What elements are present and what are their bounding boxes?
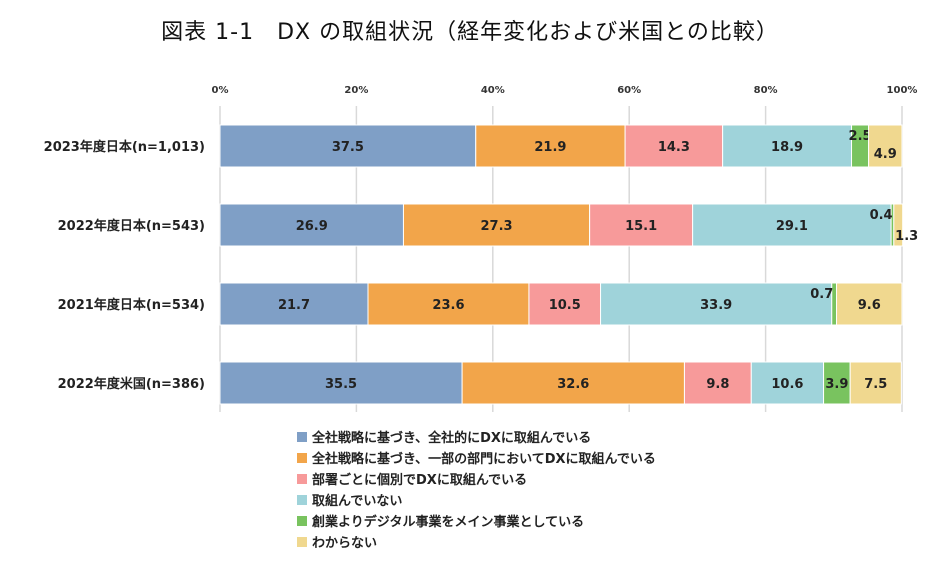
- bar-segment: [893, 203, 904, 247]
- bar-segment: [461, 361, 685, 405]
- legend-label: 全社戦略に基づき、全社的にDXに取組んでいる: [312, 431, 592, 446]
- data-label: 33.9: [700, 298, 732, 313]
- bar-segment: [849, 361, 902, 405]
- bar-segment: [219, 361, 463, 405]
- legend-swatch: [297, 536, 307, 547]
- legend-swatch: [297, 494, 307, 505]
- x-tick-label: 100%: [887, 85, 918, 96]
- y-tick-label: 2023年度日本(n=1,013): [44, 139, 205, 155]
- x-tick-label: 20%: [344, 85, 368, 96]
- bar-segment: [722, 124, 853, 168]
- data-label: 9.6: [858, 298, 881, 313]
- data-label: 1.3: [895, 229, 918, 244]
- bar-segment: [528, 282, 602, 326]
- x-tick-label: 0%: [212, 85, 229, 96]
- data-label: 27.3: [481, 219, 513, 234]
- data-label: 0.4: [870, 208, 893, 223]
- x-tick-label: 80%: [754, 85, 778, 96]
- bar-segment: [402, 203, 591, 247]
- data-label: 37.5: [332, 140, 364, 155]
- bar-segment: [836, 282, 903, 326]
- bar-segment: [475, 124, 626, 168]
- data-label: 18.9: [771, 140, 803, 155]
- data-label: 26.9: [296, 219, 328, 234]
- bar-segment: [367, 282, 530, 326]
- legend-item: 全社戦略に基づき、一部の部門においてDXに取組んでいる: [297, 447, 656, 468]
- legend-label: わからない: [312, 536, 378, 551]
- data-label: 21.7: [278, 298, 310, 313]
- legend-label: 取組んでいない: [312, 494, 403, 509]
- legend-item: わからない: [297, 531, 656, 552]
- data-label: 35.5: [325, 377, 357, 392]
- data-label: 3.9: [825, 377, 848, 392]
- data-label: 32.6: [557, 377, 589, 392]
- bar-segment: [589, 203, 694, 247]
- legend-swatch: [297, 515, 307, 526]
- legend-swatch: [297, 431, 307, 442]
- data-label: 4.9: [874, 147, 897, 162]
- legend-item: 創業よりデジタル事業をメイン事業としている: [297, 510, 656, 531]
- y-tick-label: 2022年度米国(n=386): [58, 376, 205, 392]
- data-label: 29.1: [776, 219, 808, 234]
- legend-item: 部署ごとに個別でDXに取組んでいる: [297, 468, 656, 489]
- bar-segment: [219, 203, 404, 247]
- legend-label: 創業よりデジタル事業をメイン事業としている: [312, 515, 585, 530]
- legend: 全社戦略に基づき、全社的にDXに取組んでいる全社戦略に基づき、一部の部門において…: [297, 426, 656, 552]
- data-label: 9.8: [706, 377, 729, 392]
- x-tick-label: 40%: [481, 85, 505, 96]
- bar-segment: [823, 361, 851, 405]
- y-tick-label: 2022年度日本(n=543): [58, 218, 205, 234]
- data-label: 10.6: [771, 377, 803, 392]
- x-tick-label: 60%: [617, 85, 641, 96]
- data-label: 15.1: [625, 219, 657, 234]
- data-label: 2.5: [849, 129, 872, 144]
- data-label: 21.9: [534, 140, 566, 155]
- bar-segment: [219, 282, 369, 326]
- legend-swatch: [297, 452, 307, 463]
- bar-segment: [692, 203, 892, 247]
- legend-item: 全社戦略に基づき、全社的にDXに取組んでいる: [297, 426, 656, 447]
- data-label: 14.3: [658, 140, 690, 155]
- legend-swatch: [297, 473, 307, 484]
- bar-segment: [683, 361, 752, 405]
- y-tick-label: 2021年度日本(n=534): [58, 297, 205, 313]
- data-label: 10.5: [549, 298, 581, 313]
- legend-item: 取組んでいない: [297, 489, 656, 510]
- legend-label: 部署ごとに個別でDXに取組んでいる: [312, 473, 528, 488]
- bar-segment: [624, 124, 724, 168]
- bar-segment: [219, 124, 477, 168]
- chart-title: 図表 1-1 DX の取組状況（経年変化および米国との比較）: [161, 20, 779, 45]
- bar-segment: [868, 124, 903, 168]
- data-label: 23.6: [432, 298, 464, 313]
- data-label: 7.5: [864, 377, 887, 392]
- legend-label: 全社戦略に基づき、一部の部門においてDXに取組んでいる: [312, 452, 656, 467]
- data-label: 0.7: [810, 287, 833, 302]
